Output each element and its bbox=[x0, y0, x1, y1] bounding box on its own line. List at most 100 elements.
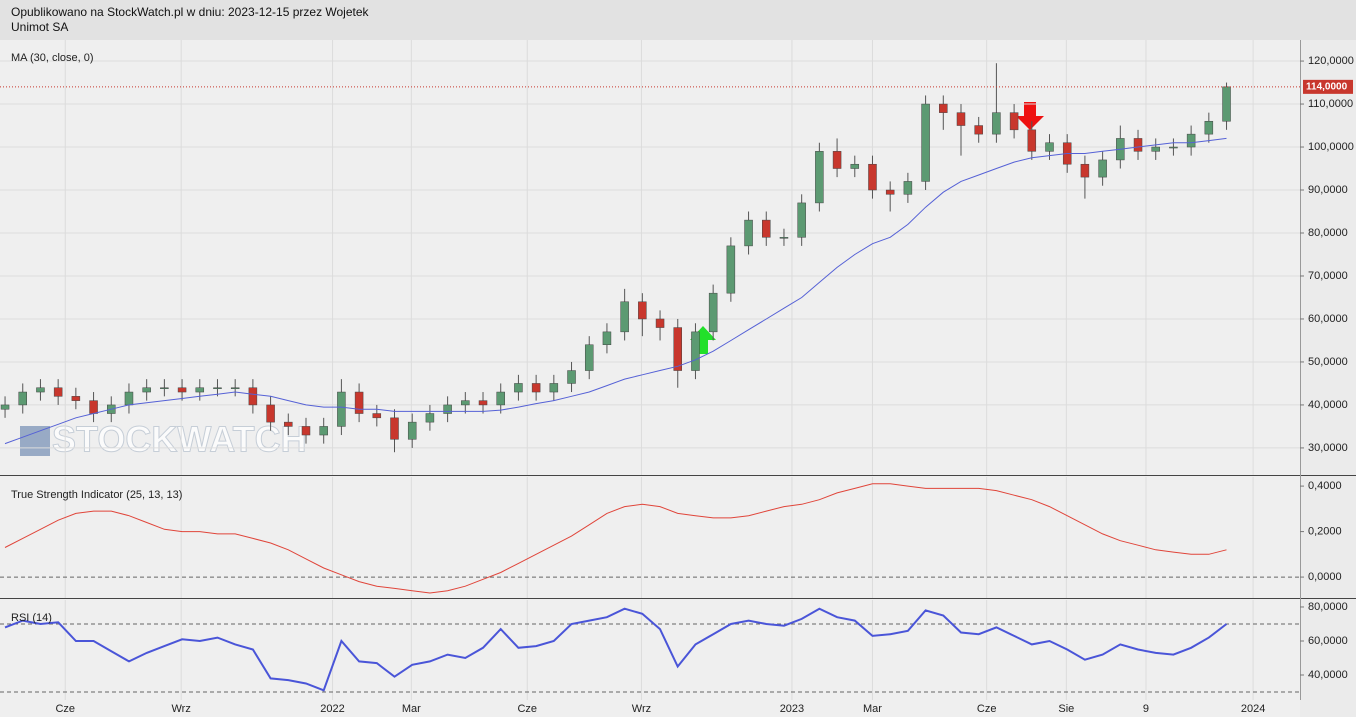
candle-body bbox=[142, 387, 151, 393]
candle-body bbox=[567, 370, 576, 384]
sell-arrow bbox=[1016, 102, 1044, 130]
panel-title: True Strength Indicator (25, 13, 13) bbox=[11, 489, 182, 501]
x-tick-label: Mar bbox=[863, 703, 882, 715]
panel-title: RSI (14) bbox=[11, 612, 52, 624]
candle-body bbox=[478, 400, 488, 406]
watermark: STOCKWATCH bbox=[20, 418, 307, 460]
candle-body bbox=[354, 391, 364, 414]
y-tick-label: 100,0000 bbox=[1308, 141, 1354, 153]
y-tick-label: 30,0000 bbox=[1308, 442, 1348, 454]
candle-body bbox=[832, 151, 842, 169]
last-price-tag bbox=[1303, 79, 1353, 94]
candle-body bbox=[1027, 129, 1037, 152]
candle-body bbox=[195, 387, 205, 393]
y-tick-label: 120,0000 bbox=[1308, 55, 1354, 67]
candle-body bbox=[939, 103, 948, 113]
candle-body bbox=[390, 417, 399, 440]
candle-body bbox=[797, 202, 806, 238]
candle-body bbox=[18, 391, 27, 406]
x-tick-label: 2023 bbox=[780, 703, 804, 715]
candle-body bbox=[868, 163, 877, 191]
header-band bbox=[0, 0, 1356, 40]
y-tick-label: 70,0000 bbox=[1308, 270, 1348, 282]
y-tick-label: 0,2000 bbox=[1308, 525, 1342, 537]
candle-body bbox=[1151, 146, 1160, 152]
y-tick-label: 80,0000 bbox=[1308, 601, 1348, 613]
x-tick-label: Mar bbox=[402, 703, 421, 715]
candle-body bbox=[53, 387, 63, 397]
panel-title: MA (30, close, 0) bbox=[11, 52, 94, 64]
candle-body bbox=[584, 344, 594, 371]
candle-body bbox=[514, 383, 523, 393]
candle-body bbox=[266, 404, 275, 423]
candle-body bbox=[1009, 112, 1019, 131]
candle-body bbox=[956, 112, 966, 126]
candle-body bbox=[691, 331, 700, 371]
y-tick-label: 80,0000 bbox=[1308, 227, 1348, 239]
candle-body bbox=[461, 400, 470, 406]
candle-body bbox=[1133, 138, 1143, 152]
x-tick-label: 2022 bbox=[320, 703, 344, 715]
candle-body bbox=[372, 413, 382, 419]
candle-body bbox=[1080, 163, 1090, 178]
candle-body bbox=[407, 421, 417, 440]
x-tick-label: Sie bbox=[1058, 703, 1074, 715]
x-tick-label: Wrz bbox=[172, 703, 191, 715]
ma-line bbox=[4, 137, 1227, 445]
candle-body bbox=[1204, 120, 1214, 135]
candle-body bbox=[248, 387, 258, 406]
y-tick-label: 110,0000 bbox=[1308, 98, 1353, 110]
candle-body bbox=[1169, 146, 1178, 149]
candle-body bbox=[284, 421, 293, 427]
y-tick-label: 40,0000 bbox=[1308, 399, 1348, 411]
instrument-name: Unimot SA bbox=[11, 20, 68, 34]
candle-body bbox=[708, 292, 718, 333]
watermark-text: STOCKWATCH bbox=[52, 419, 307, 460]
candle-body bbox=[230, 387, 240, 389]
y-tick-label: 60,0000 bbox=[1308, 313, 1348, 325]
candle-body bbox=[531, 383, 541, 393]
candle-body bbox=[992, 112, 1001, 135]
candle-body bbox=[815, 151, 824, 204]
indicator-line bbox=[4, 607, 1228, 692]
x-tick-label: Wrz bbox=[632, 703, 651, 715]
y-tick-label: 0,4000 bbox=[1308, 480, 1342, 492]
candle-body bbox=[903, 181, 913, 195]
axis-band bbox=[1300, 40, 1356, 717]
candle-body bbox=[213, 387, 222, 389]
watermark-icon bbox=[20, 426, 50, 456]
candle-body bbox=[71, 396, 81, 401]
candle-body bbox=[177, 387, 187, 393]
candle-body bbox=[36, 387, 45, 393]
x-tick-label: 9 bbox=[1143, 703, 1149, 715]
candle-body bbox=[1186, 133, 1196, 148]
candle-body bbox=[425, 413, 435, 423]
y-tick-label: 50,0000 bbox=[1308, 356, 1348, 368]
candle-body bbox=[726, 245, 736, 294]
published-note: Opublikowano na StockWatch.pl w dniu: 20… bbox=[11, 5, 370, 19]
x-tick-label: 2024 bbox=[1241, 703, 1265, 715]
candle-body bbox=[337, 391, 346, 427]
x-tick-label: Cze bbox=[55, 703, 75, 715]
candle-body bbox=[885, 189, 895, 195]
y-tick-label: 90,0000 bbox=[1308, 184, 1348, 196]
candle-body bbox=[301, 426, 311, 436]
candle-body bbox=[549, 383, 559, 393]
candle-body bbox=[620, 301, 629, 333]
candle-body bbox=[850, 163, 860, 169]
x-tick-label: Cze bbox=[977, 703, 997, 715]
candle-body bbox=[655, 318, 665, 328]
candle-body bbox=[673, 327, 682, 371]
candle-body bbox=[921, 103, 930, 182]
y-tick-label: 60,0000 bbox=[1308, 635, 1348, 647]
candle-body bbox=[1098, 159, 1107, 178]
candle-body bbox=[124, 391, 134, 406]
candle-body bbox=[160, 387, 169, 389]
candle-body bbox=[1222, 86, 1231, 122]
candle-body bbox=[974, 125, 983, 135]
candle-body bbox=[638, 301, 647, 320]
candle-body bbox=[319, 426, 328, 436]
candle-body bbox=[1045, 142, 1054, 152]
